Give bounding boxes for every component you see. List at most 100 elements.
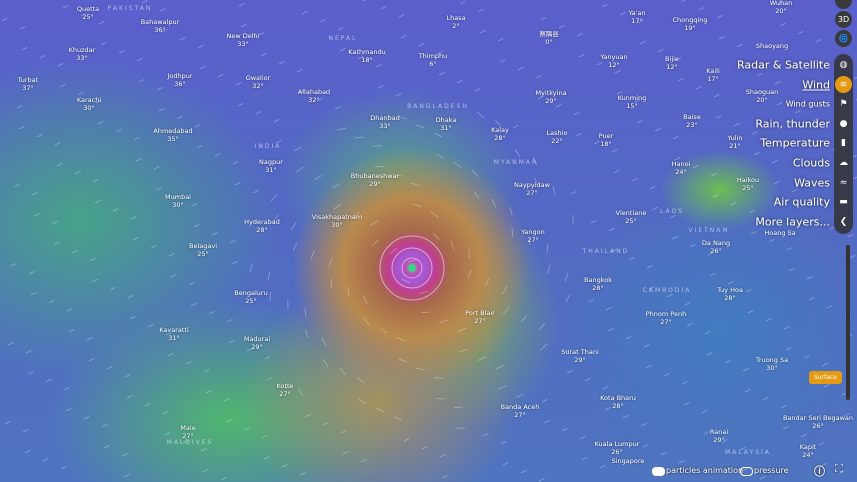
city-label[interactable]: Bhubaneshwar 29° bbox=[351, 172, 399, 188]
particles-toggle[interactable] bbox=[652, 467, 665, 476]
city-label[interactable]: Phnom Penh 27° bbox=[646, 310, 686, 326]
layer-item[interactable]: Radar & Satellite bbox=[736, 58, 830, 72]
city-label[interactable]: Kota Bharu 28° bbox=[600, 394, 636, 410]
city-label[interactable]: Myitkyina 29° bbox=[535, 89, 566, 105]
city-label[interactable]: Bengaluru 25° bbox=[234, 289, 267, 305]
layer-item[interactable]: Waves bbox=[794, 176, 830, 190]
city-label[interactable]: Karachi 30° bbox=[77, 96, 101, 112]
city-label[interactable]: Yangon 27° bbox=[521, 228, 544, 244]
city-label[interactable]: Kuala Lumpur 26° bbox=[595, 440, 640, 456]
pressure-label[interactable]: pressure bbox=[754, 466, 789, 475]
city-name: Yanyuan bbox=[600, 53, 628, 61]
city-label[interactable]: Belagavi 25° bbox=[189, 242, 217, 258]
city-label[interactable]: Hanoi 24° bbox=[672, 160, 691, 176]
city-label[interactable]: Nagpur 31° bbox=[259, 158, 283, 174]
city-label[interactable]: Chongqing 19° bbox=[672, 16, 707, 32]
city-label[interactable]: Lashio 22° bbox=[547, 129, 568, 145]
city-label[interactable]: Kaili 17° bbox=[706, 67, 720, 83]
city-label[interactable]: Kunming 15° bbox=[618, 94, 647, 110]
city-label[interactable]: Wuhan 20° bbox=[770, 0, 793, 15]
city-label[interactable]: Kapit 24° bbox=[800, 443, 817, 459]
city-label[interactable]: Ya'an 17° bbox=[629, 9, 646, 25]
layer-item[interactable]: More layers... bbox=[755, 215, 830, 229]
waves-icon[interactable]: ≈ bbox=[839, 177, 848, 188]
city-label[interactable]: Bandar Seri Begawan 26° bbox=[783, 414, 853, 430]
city-label[interactable]: Shaoguan 20° bbox=[746, 88, 779, 104]
city-label[interactable]: Visakhapatnam 30° bbox=[312, 213, 362, 229]
wind-streak bbox=[433, 132, 443, 138]
city-label[interactable]: Ahmedabad 35° bbox=[153, 127, 192, 143]
city-label[interactable]: Yanyuan 12° bbox=[600, 53, 627, 69]
wind-streak bbox=[532, 156, 538, 166]
city-label[interactable]: Kavaratti 31° bbox=[159, 326, 189, 342]
city-label[interactable]: Puer 18° bbox=[599, 132, 614, 148]
wind-icon[interactable]: ≋ bbox=[835, 76, 852, 94]
city-label[interactable]: Jodhpur 36° bbox=[167, 72, 192, 88]
city-label[interactable]: Quetta 25° bbox=[77, 5, 99, 21]
city-label[interactable]: Surat Thani 29° bbox=[561, 348, 599, 364]
city-label[interactable]: Singapore bbox=[612, 457, 645, 465]
city-label[interactable]: Vientiane 25° bbox=[616, 209, 647, 225]
city-label[interactable]: Male 27° bbox=[180, 424, 195, 440]
chevron-left-icon[interactable]: ❮ bbox=[839, 216, 848, 227]
city-label[interactable]: Thimphu 6° bbox=[419, 52, 448, 68]
city-label[interactable]: Gwalior 32° bbox=[246, 74, 271, 90]
city-name: New Delhi bbox=[226, 32, 260, 40]
city-name: Kuala Lumpur bbox=[594, 440, 640, 448]
city-label[interactable]: Da Nang 26° bbox=[702, 239, 730, 255]
city-label[interactable]: Kalay 28° bbox=[491, 126, 509, 142]
city-label[interactable]: Hyderabad 28° bbox=[244, 218, 280, 234]
car-icon[interactable]: ▬ bbox=[839, 197, 848, 208]
info-icon[interactable]: ⓘ bbox=[814, 465, 825, 478]
city-label[interactable]: Baise 23° bbox=[683, 113, 701, 129]
city-label[interactable]: New Delhi 33° bbox=[227, 32, 260, 48]
pressure-toggle[interactable] bbox=[740, 467, 753, 476]
city-label[interactable]: Ranai 29° bbox=[710, 428, 728, 444]
city-label[interactable]: Madurai 29° bbox=[244, 335, 270, 351]
fullscreen-icon[interactable]: ⛶ bbox=[835, 462, 843, 475]
city-label[interactable]: Allahabad 32° bbox=[298, 88, 330, 104]
city-label[interactable]: Kathmandu 18° bbox=[348, 48, 385, 64]
3d-button[interactable]: 3D bbox=[835, 11, 852, 28]
city-label[interactable]: Mumbai 30° bbox=[165, 193, 191, 209]
city-label[interactable]: Kotte 27° bbox=[276, 382, 293, 398]
city-label[interactable]: Shaoyang bbox=[756, 42, 788, 50]
altitude-scrollbar[interactable] bbox=[846, 245, 850, 400]
layer-item[interactable]: Clouds bbox=[792, 156, 830, 170]
city-label[interactable]: Port Blair 27° bbox=[465, 309, 495, 325]
globe-icon[interactable]: ◍ bbox=[839, 60, 848, 70]
city-label[interactable]: Lhasa 2° bbox=[446, 14, 465, 30]
city-label[interactable]: Turbat 37° bbox=[18, 76, 38, 92]
layer-item[interactable]: Wind gusts bbox=[785, 99, 830, 109]
city-label[interactable]: Banda Aceh 27° bbox=[501, 403, 540, 419]
drop-icon[interactable]: ● bbox=[839, 118, 848, 129]
layer-item[interactable]: Wind bbox=[802, 78, 830, 92]
menu-button[interactable] bbox=[835, 0, 852, 9]
city-label[interactable]: Dhaka 31° bbox=[436, 116, 457, 132]
cloud-icon[interactable]: ☁ bbox=[839, 158, 848, 168]
altitude-selector[interactable]: Surface bbox=[809, 371, 842, 384]
flag-icon[interactable]: ⚑ bbox=[839, 99, 848, 110]
city-label[interactable]: 察隅县 0° bbox=[539, 30, 559, 46]
city-label[interactable]: Tuy Hoa 28° bbox=[717, 286, 743, 302]
city-label[interactable]: Yulin 21° bbox=[727, 134, 742, 150]
city-label[interactable]: Truong Sa 30° bbox=[756, 356, 788, 372]
city-label[interactable]: Bangkok 28° bbox=[584, 276, 612, 292]
wind-streak bbox=[127, 295, 134, 299]
thermometer-icon[interactable]: ▮ bbox=[841, 138, 846, 149]
city-label[interactable]: Bijie 12° bbox=[665, 55, 679, 71]
layer-item[interactable]: Temperature bbox=[760, 136, 830, 150]
city-label[interactable]: Hoang Sa bbox=[764, 229, 795, 237]
city-label[interactable]: Bahawalpur 36° bbox=[141, 18, 180, 34]
city-label[interactable]: Dhanbad 33° bbox=[370, 114, 399, 130]
particles-label[interactable]: particles animation bbox=[666, 466, 744, 475]
layer-item[interactable]: Air quality bbox=[773, 195, 830, 209]
city-label[interactable]: Haikou 25° bbox=[737, 176, 759, 192]
wind-streak bbox=[701, 410, 708, 414]
layer-item[interactable]: Rain, thunder bbox=[755, 117, 830, 131]
city-label[interactable]: Naypyidaw 27° bbox=[514, 181, 550, 197]
city-label[interactable]: Khuzdar 33° bbox=[69, 46, 96, 62]
wind-streak bbox=[439, 454, 446, 458]
cyclone-icon[interactable]: 🌀 bbox=[835, 30, 852, 47]
